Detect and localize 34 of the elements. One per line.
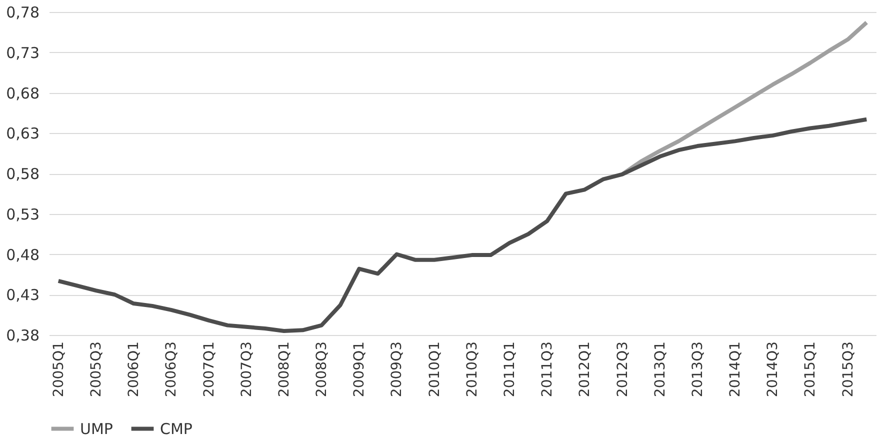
y-tick-label: 0,58 <box>6 165 40 183</box>
y-tick-label: 0,43 <box>6 286 40 304</box>
x-tick-label: 2011Q1 <box>502 342 518 398</box>
x-tick-label: 2015Q3 <box>840 342 856 398</box>
x-tick-label: 2007Q3 <box>238 342 255 398</box>
x-tick-label: 2013Q3 <box>690 342 706 398</box>
y-tick-label: 0,38 <box>6 326 40 344</box>
x-tick-label: 2014Q1 <box>728 342 744 398</box>
x-tick-label: 2008Q3 <box>314 342 330 398</box>
x-tick-label: 2006Q1 <box>126 342 142 398</box>
x-tick-label: 2011Q3 <box>540 342 556 398</box>
x-tick-label: 2012Q3 <box>614 342 631 398</box>
y-tick-label: 0,63 <box>6 124 40 143</box>
y-tick-label: 0,73 <box>6 44 40 62</box>
x-tick-label: 2012Q1 <box>577 342 594 398</box>
y-tick-label: 0,68 <box>6 84 40 102</box>
x-tick-label: 2005Q3 <box>88 342 104 398</box>
x-tick-label: 2010Q3 <box>464 342 480 398</box>
x-tick-label: 2009Q3 <box>389 342 406 398</box>
y-tick-label: 0,78 <box>6 4 40 22</box>
x-tick-label: 2010Q1 <box>426 342 443 398</box>
y-tick-label: 0,53 <box>6 205 40 224</box>
x-tick-label: 2008Q1 <box>276 342 292 398</box>
x-tick-label: 2007Q1 <box>201 342 218 398</box>
x-tick-label: 2013Q1 <box>652 342 668 398</box>
x-tick-label: 2006Q3 <box>164 342 180 398</box>
legend-label: CMP <box>160 420 192 438</box>
y-tick-label: 0,48 <box>6 246 40 264</box>
x-tick-label: 2014Q3 <box>765 342 782 398</box>
x-tick-label: 2015Q1 <box>802 342 819 398</box>
legend-label: UMP <box>80 420 113 438</box>
line-series <box>56 117 869 333</box>
x-tick-label: 2009Q1 <box>352 342 368 398</box>
x-tick-label: 2005Q1 <box>50 342 67 398</box>
